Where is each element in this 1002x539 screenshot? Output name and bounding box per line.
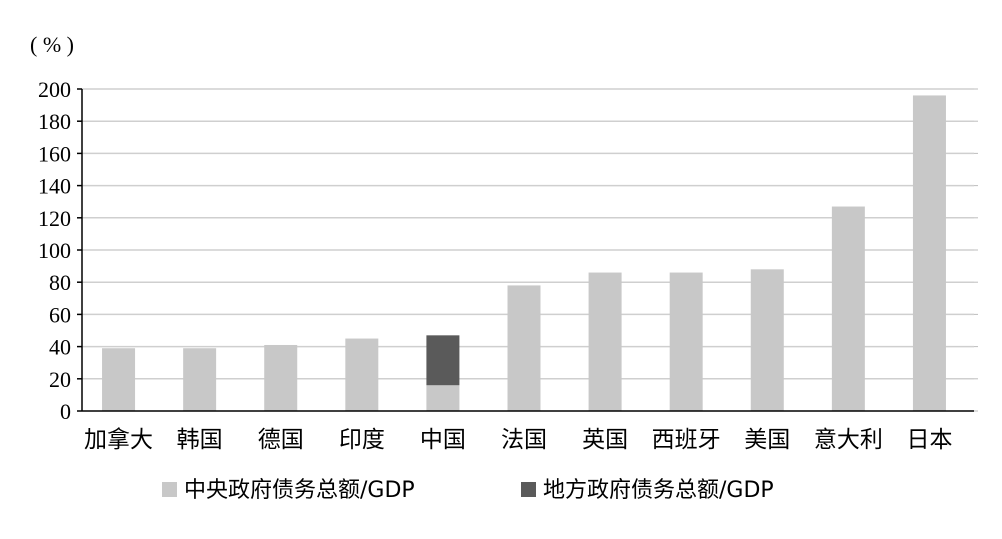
bar-central xyxy=(912,95,946,411)
bars-group xyxy=(102,95,946,411)
x-category-label: 西班牙 xyxy=(652,427,721,453)
y-tick-label: 200 xyxy=(38,77,71,102)
bar-central xyxy=(669,272,703,411)
bar-central xyxy=(102,348,136,411)
y-tick-label: 40 xyxy=(49,335,71,360)
x-category-label: 英国 xyxy=(582,427,628,453)
x-category-labels: 加拿大 韩国 德国 印度 中国 法国 英国 西班牙 美国 意大利 日本 xyxy=(84,426,952,453)
x-category-label: 意大利 xyxy=(814,427,883,453)
legend-label-local: 地方政府债务总额/GDP xyxy=(543,478,774,503)
y-tick-label: 100 xyxy=(38,238,71,263)
y-unit-label: ( % ) xyxy=(30,32,74,57)
y-tick-label: 60 xyxy=(49,302,71,327)
y-tick-label: 180 xyxy=(38,109,71,134)
x-category-label: 德国 xyxy=(258,427,304,453)
y-tick-label: 120 xyxy=(38,206,71,231)
legend-swatch-local xyxy=(521,482,536,497)
x-category-label: 法国 xyxy=(501,427,547,453)
y-tick-labels: 0 20 40 60 80 100 120 140 160 180 200 xyxy=(38,77,71,424)
legend: 中央政府债务总额/GDP 地方政府债务总额/GDP xyxy=(162,478,774,503)
y-tick-label: 160 xyxy=(38,141,71,166)
gridlines xyxy=(82,88,978,412)
bar-central xyxy=(588,272,622,411)
y-tick-label: 20 xyxy=(49,367,71,392)
bar-central xyxy=(831,206,865,411)
x-category-label: 美国 xyxy=(744,427,790,453)
bar-local xyxy=(426,335,460,386)
bar-central xyxy=(345,338,379,411)
x-category-label: 日本 xyxy=(906,427,952,453)
y-tick-label: 80 xyxy=(49,270,71,295)
y-tick-label: 140 xyxy=(38,174,71,199)
legend-label-central: 中央政府债务总额/GDP xyxy=(184,478,415,503)
bar-central xyxy=(507,285,541,411)
y-tick-label: 0 xyxy=(60,399,71,424)
x-category-label: 印度 xyxy=(339,427,385,453)
x-category-label: 韩国 xyxy=(177,427,223,453)
legend-swatch-central xyxy=(162,482,177,497)
bar-central xyxy=(264,344,298,411)
bar-central xyxy=(183,348,217,411)
bar-central xyxy=(426,385,460,411)
axes-group xyxy=(77,88,974,412)
x-category-label: 中国 xyxy=(420,427,466,453)
bar-central xyxy=(750,269,784,411)
x-category-label: 加拿大 xyxy=(84,426,153,453)
